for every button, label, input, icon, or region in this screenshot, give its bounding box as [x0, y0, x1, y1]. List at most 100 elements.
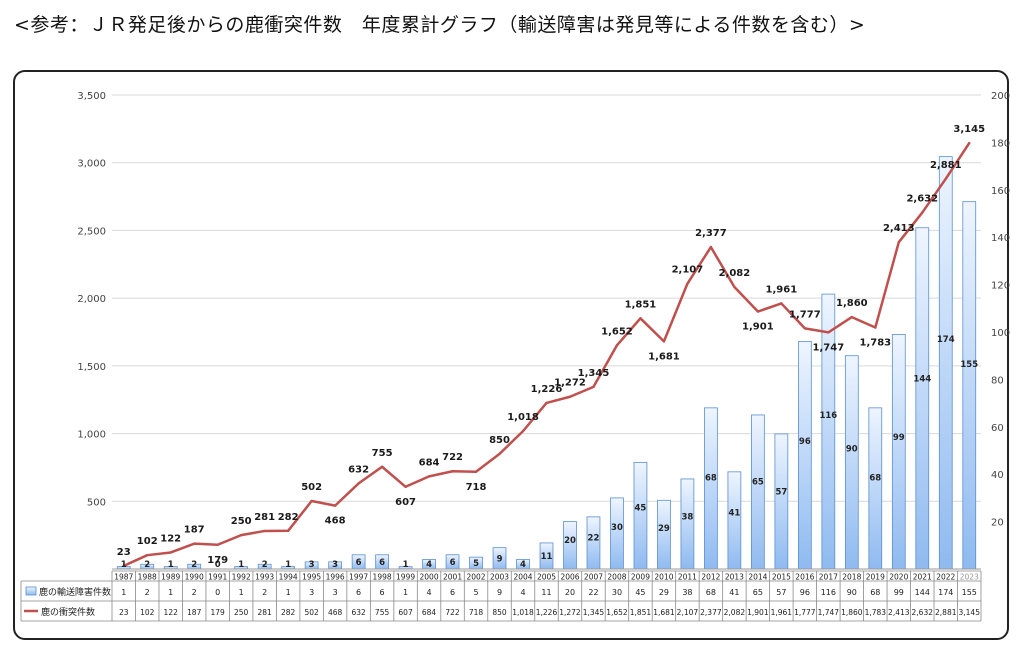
line-point [498, 452, 501, 456]
table-line-value: 1,018 [512, 608, 534, 617]
line-point [239, 533, 243, 537]
table-line-value: 250 [234, 608, 249, 617]
line-point [686, 282, 689, 285]
table-bar-value: 2 [262, 588, 267, 597]
table-bar-value: 96 [800, 588, 810, 597]
line-point [380, 465, 384, 468]
x-tick-label: 2015 [772, 573, 791, 582]
line-value-label: 1,272 [554, 378, 586, 389]
x-tick-label: 2022 [936, 573, 955, 582]
bar-value-label: 65 [752, 477, 764, 487]
line-point [921, 211, 924, 214]
line-value-label: 2,082 [719, 268, 751, 279]
table-bar-value: 41 [729, 588, 739, 597]
line-value-label: 2,107 [672, 265, 704, 276]
x-tick-label: 1988 [138, 573, 157, 582]
bar [844, 355, 859, 570]
x-tick-label: 2003 [490, 573, 509, 582]
line-value-label: 250 [231, 516, 252, 527]
bar-value-label: 1 [168, 560, 174, 570]
bar [915, 227, 930, 570]
line-point [310, 499, 313, 503]
line-value-label: 1,226 [531, 384, 563, 395]
table-line-value: 281 [257, 608, 272, 617]
table-bar-value: 3 [309, 588, 314, 597]
line-value-label: 1,652 [601, 326, 633, 337]
line-point [333, 504, 337, 507]
table-line-value: 2,632 [912, 608, 934, 617]
x-tick-label: 1993 [255, 573, 274, 582]
x-tick-label: 1994 [279, 573, 298, 582]
bar-value-label: 155 [960, 360, 978, 370]
bar [680, 478, 695, 570]
table-bar-value: 3 [333, 588, 338, 597]
table-bar-value: 2 [192, 588, 197, 597]
bar-value-label: 1 [285, 560, 291, 570]
line-point [451, 470, 454, 473]
line-value-label: 23 [117, 547, 131, 558]
table-line-value: 1,226 [536, 608, 558, 617]
line-point [756, 310, 760, 313]
line-point [216, 543, 219, 546]
bar [704, 407, 718, 570]
line-point [803, 327, 807, 330]
line-point [709, 245, 713, 249]
x-tick-label: 2014 [748, 573, 767, 582]
chart-frame: 500 1,000 1,500 2,000 2,500 3,000 3,500 20 40 60 8… [13, 70, 1010, 640]
line-value-label: 1,851 [625, 299, 657, 310]
table-line-value: 1,272 [559, 608, 581, 617]
y-right-tick-label: 180 [991, 138, 1010, 149]
line-point [662, 340, 666, 343]
x-tick-label: 2007 [584, 573, 603, 582]
bar-value-label: 1 [121, 560, 127, 570]
line-point [427, 475, 431, 478]
x-tick-label: 2013 [725, 573, 744, 582]
line-point [169, 551, 172, 554]
table-line-value: 1,345 [583, 608, 605, 617]
line-value-label: 684 [419, 457, 440, 468]
line-point [897, 241, 900, 244]
bar-value-label: 1 [403, 560, 409, 570]
x-tick-label: 2021 [913, 573, 932, 582]
line-path [123, 142, 971, 568]
table-bar-value: 174 [938, 588, 953, 597]
line-value-label: 187 [184, 525, 205, 536]
y-left-tick-label: 3,000 [77, 159, 106, 170]
table-bar-value: 1 [286, 588, 291, 597]
line-point [357, 482, 360, 485]
line-point [193, 542, 196, 545]
table-bar-value: 9 [497, 588, 502, 597]
bar-value-label: 38 [681, 512, 693, 522]
x-tick-label: 1992 [232, 573, 251, 582]
bar-value-label: 45 [635, 503, 647, 513]
bar-value-label: 2 [191, 560, 197, 570]
y-left-tick-label: 1,000 [77, 430, 106, 441]
table-line-value: 2,107 [677, 608, 699, 617]
x-tick-label: 1990 [185, 573, 204, 582]
table-bar-value: 68 [706, 588, 716, 597]
x-tick-label: 2012 [701, 573, 720, 582]
line-point [286, 529, 290, 533]
line-point [874, 326, 877, 329]
table-line-value: 722 [445, 608, 460, 617]
x-tick-label: 2020 [889, 573, 908, 582]
line-value-label: 281 [254, 512, 275, 523]
bar-value-label: 5 [473, 559, 479, 569]
table-bar-value: 155 [962, 588, 977, 597]
data-table: 1987123198821021989112219902187199101791… [20, 570, 982, 622]
table-line-value: 2,413 [888, 608, 910, 617]
line-point [568, 395, 572, 398]
x-tick-label: 2017 [819, 573, 838, 582]
legend-bar-swatch [25, 586, 37, 596]
bar [891, 333, 906, 570]
bar-value-label: 116 [819, 411, 837, 421]
bar-value-label: 1 [238, 560, 244, 570]
table-bar-value: 99 [894, 588, 904, 597]
table-line-value: 102 [140, 608, 155, 617]
line-value-label: 282 [278, 512, 299, 523]
table-bar-value: 144 [915, 588, 930, 597]
bar-value-label: 20 [564, 536, 576, 546]
line-point [474, 470, 478, 473]
x-tick-label: 2000 [420, 573, 439, 582]
line-value-label: 179 [207, 555, 228, 566]
